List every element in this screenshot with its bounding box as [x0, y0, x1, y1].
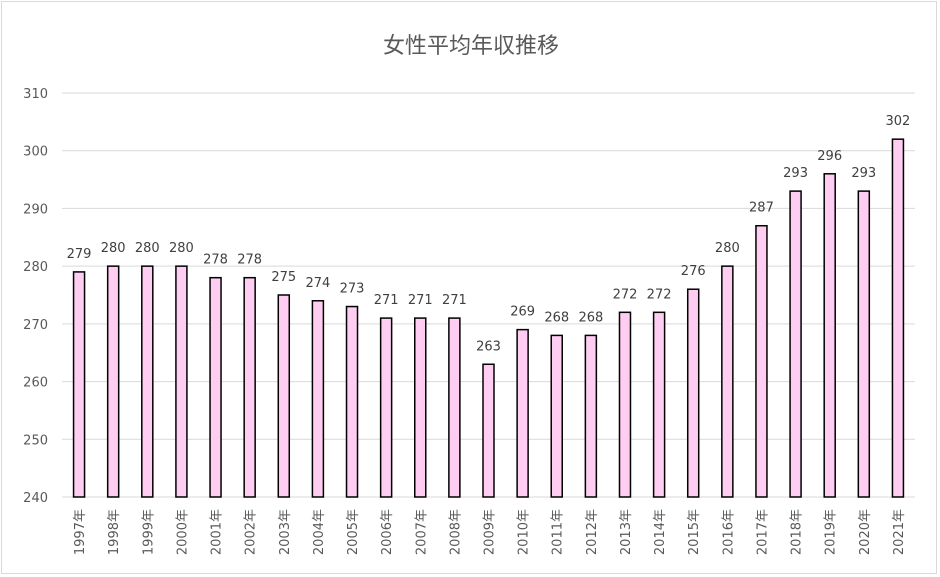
- data-label: 263: [476, 339, 501, 354]
- bar: [755, 224, 768, 498]
- data-label: 293: [783, 166, 808, 181]
- bar: [106, 265, 120, 498]
- data-label: 274: [305, 276, 330, 291]
- bar: [414, 317, 427, 498]
- x-tick-label: 2002年: [244, 509, 259, 555]
- x-tick-label: 2014年: [653, 509, 668, 555]
- data-label: 278: [203, 253, 228, 268]
- x-tick-label: 2007年: [414, 509, 429, 555]
- data-label: 268: [544, 310, 569, 325]
- y-tick-label: 270: [23, 318, 48, 333]
- data-label: 280: [169, 241, 194, 256]
- y-tick-label: 250: [23, 433, 48, 448]
- y-tick-label: 300: [23, 145, 48, 160]
- x-axis-ticks: 1997年 1998年 1999年 2000年 2001年 2002年 2003年 2004年…: [73, 509, 907, 555]
- bar: [379, 317, 393, 498]
- bar: [345, 305, 359, 498]
- data-label: 275: [271, 270, 296, 285]
- bar: [72, 271, 86, 498]
- x-tick-label: 2000年: [175, 509, 190, 555]
- x-tick-label: 2012年: [585, 509, 600, 555]
- bar: [482, 363, 495, 498]
- y-tick-label: 310: [23, 87, 48, 102]
- bar: [550, 334, 563, 498]
- x-tick-label: 1998年: [107, 509, 122, 555]
- data-label: 276: [681, 264, 706, 279]
- x-tick-label: 2006年: [380, 509, 395, 555]
- data-label: 271: [442, 293, 467, 308]
- data-label: 272: [647, 287, 672, 302]
- bar: [584, 334, 598, 498]
- bars: [72, 138, 905, 498]
- bar: [277, 294, 291, 498]
- data-label: 269: [510, 305, 535, 320]
- bar: [789, 190, 802, 498]
- data-label: 278: [237, 253, 262, 268]
- data-label: 273: [340, 282, 365, 297]
- x-tick-label: 2003年: [278, 509, 293, 555]
- data-label: 280: [135, 241, 160, 256]
- y-tick-label: 260: [23, 376, 48, 391]
- x-tick-label: 1997年: [73, 509, 88, 555]
- x-tick-label: 2005年: [346, 509, 361, 555]
- x-tick-label: 2008年: [448, 509, 463, 555]
- x-tick-label: 2009年: [483, 509, 498, 555]
- x-tick-label: 2017年: [755, 509, 770, 555]
- x-tick-label: 2004年: [312, 509, 327, 555]
- bar: [516, 328, 529, 498]
- x-tick-label: 2001年: [210, 509, 225, 555]
- x-tick-label: 2018年: [790, 509, 805, 555]
- x-tick-label: 1999年: [141, 509, 156, 555]
- data-label: 302: [886, 114, 911, 129]
- bar: [891, 138, 905, 498]
- x-tick-label: 2020年: [858, 509, 873, 555]
- x-tick-label: 2021年: [892, 509, 907, 555]
- data-label: 271: [408, 293, 433, 308]
- bar: [243, 276, 256, 498]
- data-label: 272: [613, 287, 638, 302]
- data-label: 280: [715, 241, 740, 256]
- y-tick-label: 240: [23, 491, 48, 506]
- data-label: 296: [817, 149, 842, 164]
- bar: [721, 265, 734, 498]
- bar: [686, 288, 700, 498]
- data-label: 280: [101, 241, 126, 256]
- data-label: 268: [578, 310, 603, 325]
- y-tick-label: 290: [23, 202, 48, 217]
- bar: [209, 276, 222, 498]
- y-axis-ticks: 240 250 260 270 280 290 300 310: [23, 87, 48, 506]
- x-tick-label: 2015年: [687, 509, 702, 555]
- data-label: 271: [374, 293, 399, 308]
- chart-title: 女性平均年収推移: [383, 34, 559, 59]
- data-label: 279: [67, 247, 92, 262]
- bar: [311, 300, 325, 498]
- bar: [857, 190, 871, 498]
- bar: [618, 311, 632, 498]
- bar: [823, 173, 836, 498]
- bar: [175, 265, 188, 498]
- data-label: 287: [749, 201, 774, 216]
- x-tick-label: 2019年: [824, 509, 839, 555]
- bar: [448, 317, 461, 498]
- bar: [652, 311, 666, 498]
- x-tick-label: 2013年: [619, 509, 634, 555]
- data-label: 293: [851, 166, 876, 181]
- x-tick-label: 2011年: [551, 509, 566, 555]
- y-tick-label: 280: [23, 260, 48, 275]
- bar: [141, 265, 154, 498]
- x-tick-label: 2016年: [721, 509, 736, 555]
- data-labels: 279 280 280 280 278 278 275 274 273 271 271 271 263 2…: [67, 114, 911, 354]
- x-tick-label: 2010年: [517, 509, 532, 555]
